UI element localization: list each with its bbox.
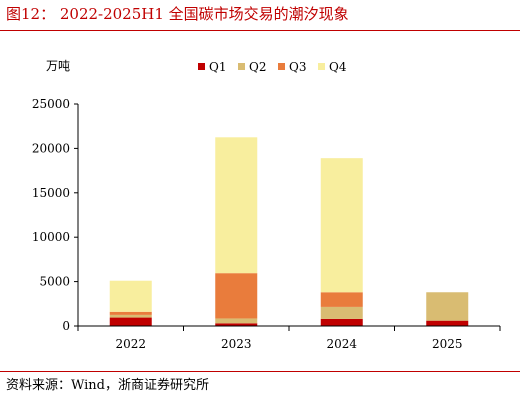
source-note: 资料来源：Wind，浙商证券研究所 bbox=[6, 378, 209, 393]
source-divider bbox=[0, 371, 520, 372]
title-divider bbox=[0, 30, 520, 31]
bar-segment-q4-2023 bbox=[215, 137, 258, 274]
bar-segment-q3-2022 bbox=[109, 311, 152, 315]
bar-segment-q1-2024 bbox=[320, 318, 363, 326]
bar-segment-q2-2023 bbox=[215, 318, 258, 324]
bar-segment-q4-2022 bbox=[109, 280, 152, 312]
bar-segment-q2-2024 bbox=[320, 306, 363, 319]
bar-segment-q3-2024 bbox=[320, 292, 363, 307]
legend-label-q4: Q4 bbox=[329, 60, 347, 74]
y-tick-label: 15000 bbox=[32, 186, 70, 200]
y-unit-label: 万吨 bbox=[46, 59, 70, 73]
bar-segment-q1-2023 bbox=[215, 323, 258, 326]
bar-segment-q4-2024 bbox=[320, 158, 363, 293]
legend-swatch-q2 bbox=[238, 63, 245, 70]
x-axis: 2022 2023 2024 2025 bbox=[77, 325, 501, 351]
y-tick-label: 0 bbox=[62, 319, 70, 333]
legend-label-q1: Q1 bbox=[209, 60, 226, 74]
y-tick-label: 5000 bbox=[39, 275, 70, 289]
x-tick-label: 2024 bbox=[326, 337, 357, 351]
x-tick-label: 2025 bbox=[432, 337, 463, 351]
y-tick-label: 25000 bbox=[32, 97, 70, 111]
x-tick-label: 2022 bbox=[115, 337, 146, 351]
legend-swatch-q4 bbox=[318, 63, 325, 70]
bar-segment-q1-2025 bbox=[426, 320, 469, 326]
bars bbox=[109, 137, 469, 326]
y-tick-label: 20000 bbox=[32, 141, 70, 155]
bar-segment-q2-2025 bbox=[426, 292, 469, 321]
bar-segment-q1-2022 bbox=[109, 317, 152, 326]
figure-title: 图12： 2022-2025H1 全国碳市场交易的潮汐现象 bbox=[6, 5, 349, 23]
legend-swatch-q1 bbox=[198, 63, 205, 70]
legend: Q1 Q2 Q3 Q4 bbox=[198, 60, 347, 74]
legend-label-q2: Q2 bbox=[249, 60, 266, 74]
legend-label-q3: Q3 bbox=[289, 60, 306, 74]
x-tick-label: 2023 bbox=[221, 337, 252, 351]
y-tick-label: 10000 bbox=[32, 230, 70, 244]
y-axis: 0 5000 10000 15000 20000 25000 bbox=[32, 97, 79, 333]
bar-segment-q3-2023 bbox=[215, 273, 258, 319]
legend-swatch-q3 bbox=[278, 63, 285, 70]
bar-segment-q2-2022 bbox=[109, 314, 152, 318]
